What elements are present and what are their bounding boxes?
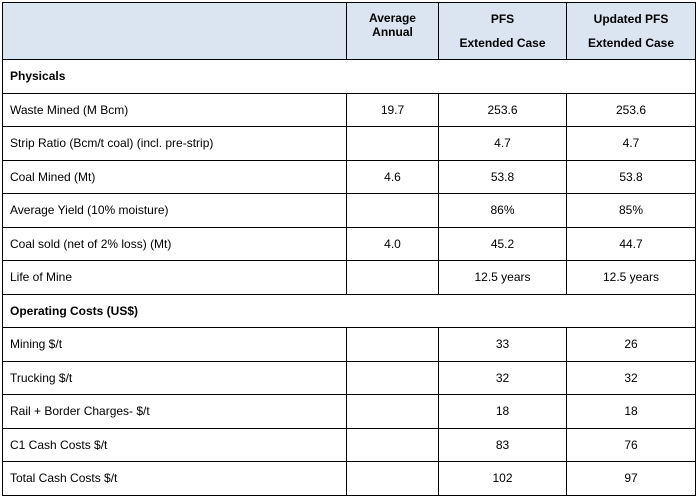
row-label: Coal sold (net of 2% loss) (Mt) [2, 226, 347, 261]
row-average [346, 394, 439, 429]
row-label: Average Yield (10% moisture) [2, 193, 347, 228]
table-row: Mining $/t 33 26 [2, 327, 696, 362]
row-pfs: 18 [438, 394, 567, 429]
row-pfs: 32 [438, 360, 567, 395]
section-physicals: Physicals [2, 59, 696, 94]
row-updated: 44.7 [566, 226, 696, 261]
row-pfs: 53.8 [438, 159, 567, 194]
table-row: Life of Mine 12.5 years 12.5 years [2, 260, 696, 295]
row-pfs: 86% [438, 193, 567, 228]
section-row: Operating Costs (US$) [2, 293, 696, 328]
row-updated: 12.5 years [566, 260, 696, 295]
table-row: Rail + Border Charges- $/t 18 18 [2, 394, 696, 429]
section-row: Physicals [2, 59, 696, 94]
row-updated: 253.6 [566, 92, 696, 127]
row-updated: 18 [566, 394, 696, 429]
row-label: C1 Cash Costs $/t [2, 427, 347, 462]
table-row: Average Yield (10% moisture) 86% 85% [2, 193, 696, 228]
header-pfs-line1: PFS [490, 12, 515, 26]
row-pfs: 102 [438, 461, 567, 496]
row-label: Trucking $/t [2, 360, 347, 395]
row-pfs: 12.5 years [438, 260, 567, 295]
section-operating-costs: Operating Costs (US$) [2, 293, 696, 328]
row-label: Coal Mined (Mt) [2, 159, 347, 194]
table-row: Trucking $/t 32 32 [2, 360, 696, 395]
row-average: 4.6 [346, 159, 439, 194]
row-average [346, 360, 439, 395]
row-label: Strip Ratio (Bcm/t coal) (incl. pre-stri… [2, 126, 347, 161]
row-average [346, 427, 439, 462]
row-updated: 76 [566, 427, 696, 462]
header-blank [2, 2, 347, 60]
header-updated-pfs: Updated PFS Extended Case [566, 2, 696, 60]
row-label: Life of Mine [2, 260, 347, 295]
header-updated-line1: Updated PFS [593, 12, 669, 26]
table-row: Total Cash Costs $/t 102 97 [2, 461, 696, 496]
row-updated: 53.8 [566, 159, 696, 194]
row-updated: 97 [566, 461, 696, 496]
row-average [346, 260, 439, 295]
table-row: C1 Cash Costs $/t 83 76 [2, 427, 696, 462]
row-average [346, 193, 439, 228]
row-pfs: 33 [438, 327, 567, 362]
row-average: 19.7 [346, 92, 439, 127]
row-label: Total Cash Costs $/t [2, 461, 347, 496]
header-pfs: PFS Extended Case [438, 2, 567, 60]
row-pfs: 4.7 [438, 126, 567, 161]
row-label: Rail + Border Charges- $/t [2, 394, 347, 429]
table-row: Strip Ratio (Bcm/t coal) (incl. pre-stri… [2, 126, 696, 161]
row-average [346, 126, 439, 161]
row-updated: 4.7 [566, 126, 696, 161]
row-pfs: 253.6 [438, 92, 567, 127]
table-row: Coal sold (net of 2% loss) (Mt) 4.0 45.2… [2, 226, 696, 261]
header-pfs-line2: Extended Case [459, 36, 546, 50]
row-updated: 26 [566, 327, 696, 362]
table-row: Waste Mined (M Bcm) 19.7 253.6 253.6 [2, 92, 696, 127]
header-average-annual: Average Annual [346, 2, 439, 60]
row-label: Waste Mined (M Bcm) [2, 92, 347, 127]
row-updated: 85% [566, 193, 696, 228]
row-pfs: 83 [438, 427, 567, 462]
row-average [346, 461, 439, 496]
row-average: 4.0 [346, 226, 439, 261]
header-updated-line2: Extended Case [587, 36, 675, 50]
header-row: Average Annual PFS Extended Case Updated… [2, 2, 696, 60]
row-label: Mining $/t [2, 327, 347, 362]
table-row: Coal Mined (Mt) 4.6 53.8 53.8 [2, 159, 696, 194]
row-pfs: 45.2 [438, 226, 567, 261]
row-updated: 32 [566, 360, 696, 395]
row-average [346, 327, 439, 362]
